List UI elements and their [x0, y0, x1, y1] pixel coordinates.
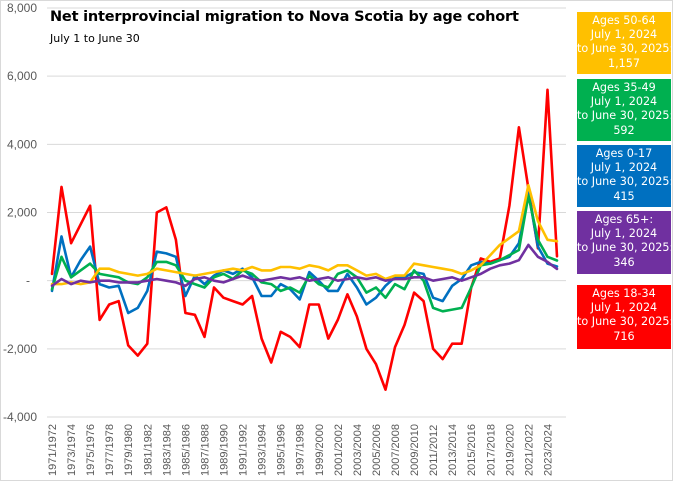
series-line-ages-0-17	[50, 190, 559, 315]
callout-line: July 1, 2024	[590, 95, 658, 109]
x-tick-label: 1981/1982	[142, 424, 154, 476]
y-tick-label: 4,000	[7, 137, 37, 151]
x-tick-label: 1997/1998	[295, 424, 307, 476]
callout-line: Ages 0-17	[595, 147, 653, 160]
x-tick-label: 2019/2020	[504, 424, 516, 476]
x-axis-ticks: 1971/1972 1973/1974 1975/1976 1977/1978 1979…	[47, 424, 554, 476]
callout-value: 592	[613, 123, 635, 137]
gridlines	[47, 7, 566, 418]
callout-ages-50-64: Ages 50-64 July 1, 2024 to June 30, 2025…	[577, 12, 673, 74]
x-tick-label: 1995/1996	[276, 424, 288, 476]
x-tick-label: 1979/1980	[123, 424, 135, 476]
y-tick-label: 8,000	[7, 1, 37, 15]
callout-ages-35-49: Ages 35-49 July 1, 2024 to June 30, 2025…	[577, 79, 673, 141]
callout-ages-0-17: Ages 0-17 July 1, 2024 to June 30, 2025:…	[577, 145, 673, 207]
x-tick-label: 2013/2014	[447, 424, 459, 476]
callout-value: 716	[613, 329, 635, 343]
callout-value: 415	[613, 189, 635, 203]
callout-line: to June 30, 2025:	[577, 42, 673, 56]
callout-line: to June 30, 2025:	[577, 109, 673, 123]
chart-subtitle: July 1 to June 30	[50, 32, 140, 45]
callout-line: to June 30, 2025:	[577, 175, 673, 189]
series-line-ages-35-49	[50, 194, 559, 313]
y-axis-ticks: 8,000 6,000 4,000 2,000 - -2,000 -4,000	[3, 1, 37, 424]
callout-line: Ages 65+:	[594, 213, 654, 226]
x-tick-label: 1973/1974	[66, 424, 78, 476]
callout-value: 1,157	[607, 56, 641, 70]
callout-line: to June 30, 2025:	[577, 315, 673, 329]
x-tick-label: 2017/2018	[485, 424, 497, 476]
callout-line: July 1, 2024	[590, 227, 658, 241]
callout-line: Ages 18-34	[592, 287, 656, 300]
x-tick-label: 1989/1990	[219, 424, 231, 476]
x-tick-label: 1999/2000	[314, 424, 326, 476]
x-tick-label: 2015/2016	[466, 424, 478, 476]
callout-line: to June 30, 2025:	[577, 241, 673, 255]
x-tick-label: 2003/2004	[352, 424, 364, 476]
x-tick-label: 1983/1984	[161, 424, 173, 476]
x-tick-label: 2021/2022	[523, 424, 535, 476]
y-tick-label: -4,000	[3, 410, 37, 424]
series-lines	[50, 88, 559, 392]
callout-line: Ages 35-49	[592, 81, 656, 94]
chart-title: Net interprovincial migration to Nova Sc…	[50, 9, 519, 25]
callout-line: Ages 50-64	[592, 14, 656, 27]
series-line-ages-50-64	[50, 183, 559, 286]
x-tick-label: 2007/2008	[390, 424, 402, 476]
x-tick-label: 2001/2002	[333, 424, 345, 476]
x-tick-label: 2023/2024	[542, 424, 554, 476]
callout-line: July 1, 2024	[590, 28, 658, 42]
y-tick-label: -2,000	[3, 342, 37, 356]
y-tick-label: 6,000	[7, 69, 37, 83]
x-tick-label: 1991/1992	[238, 424, 250, 476]
callout-line: July 1, 2024	[590, 161, 658, 175]
x-tick-label: 1993/1994	[257, 424, 269, 476]
x-tick-label: 2009/2010	[409, 424, 421, 476]
x-tick-label: 2011/2012	[428, 425, 440, 476]
callout-ages-65-plus: Ages 65+: July 1, 2024 to June 30, 2025:…	[577, 211, 673, 274]
callout-value: 346	[613, 255, 635, 269]
x-tick-label: 2005/2006	[371, 424, 383, 476]
series-line-ages-18-34	[50, 88, 559, 392]
x-tick-label: 1971/1972	[47, 424, 59, 476]
x-tick-label: 1985/1986	[180, 424, 192, 476]
callout-ages-18-34: Ages 18-34 July 1, 2024 to June 30, 2025…	[577, 285, 673, 349]
callout-line: July 1, 2024	[590, 301, 658, 315]
y-tick-label: -	[26, 274, 30, 288]
x-tick-label: 1975/1976	[85, 424, 97, 476]
x-tick-label: 1977/1978	[104, 424, 116, 476]
y-tick-label: 2,000	[7, 206, 37, 220]
x-tick-label: 1987/1988	[199, 424, 211, 476]
series-line-ages-65	[50, 243, 559, 288]
